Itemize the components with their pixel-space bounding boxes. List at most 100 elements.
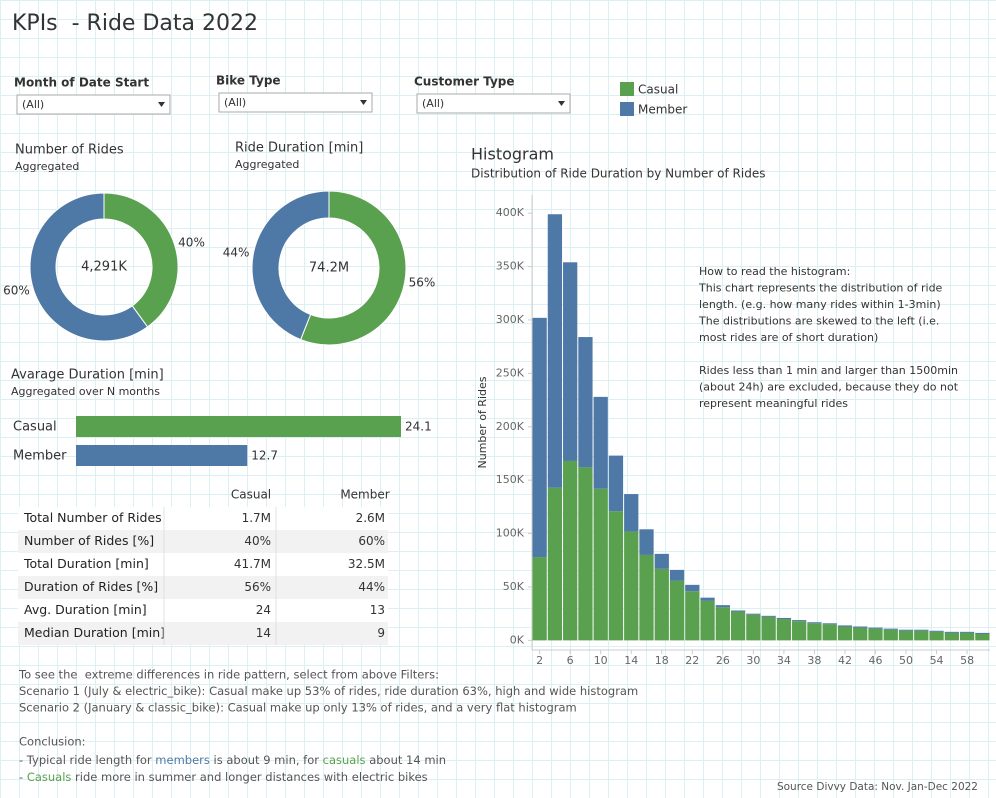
- histogram-bar: [944, 632, 959, 641]
- histogram-bar: [700, 600, 715, 641]
- histogram-bar: [639, 554, 654, 641]
- x-tick-label: 2: [536, 654, 543, 667]
- histogram-bar: [776, 619, 792, 641]
- histogram-bar: [730, 611, 746, 641]
- y-tick-label: 250K: [496, 366, 525, 379]
- histogram-bar: [578, 337, 593, 468]
- histogram-bar: [853, 626, 868, 628]
- histogram-bar: [532, 557, 547, 641]
- histogram-bar: [929, 630, 944, 632]
- conclusion-segment: is about 9 min, for: [210, 753, 323, 767]
- histogram-bar: [944, 631, 959, 633]
- donut-label: 44%: [223, 245, 250, 259]
- table-row-label: Median Duration [min]: [24, 625, 165, 640]
- table-row: [18, 507, 388, 530]
- table-cell: 2.6M: [356, 511, 385, 525]
- bar-value-label: 12.7: [251, 449, 278, 463]
- histogram-bar: [685, 584, 700, 592]
- histogram-bar: [715, 607, 730, 641]
- histogram-bar: [883, 629, 898, 641]
- table-cell: 9: [377, 626, 385, 640]
- histogram-bar: [837, 625, 853, 627]
- histogram-bar: [868, 627, 883, 629]
- x-tick-label: 50: [899, 654, 913, 667]
- x-tick-label: 26: [716, 654, 730, 667]
- histogram-bar: [593, 396, 608, 489]
- conclusion-segment: - Typical ride length for: [19, 753, 155, 767]
- histogram-bar: [975, 633, 990, 641]
- y-tick-label: 300K: [496, 313, 525, 326]
- conclusion-segment: casuals: [323, 753, 366, 767]
- annotation-line: Rides less than 1 min and larger than 15…: [699, 364, 958, 377]
- table-row-label: Avg. Duration [min]: [24, 602, 147, 617]
- histogram-bar: [898, 629, 914, 631]
- dropdown-box[interactable]: [416, 93, 571, 114]
- histogram-bar: [959, 632, 975, 641]
- dropdown-box[interactable]: [16, 94, 171, 115]
- dropdown-value: (All): [422, 97, 444, 110]
- filter-label: Bike Type: [216, 74, 281, 88]
- dashboard-title: KPIs - Ride Data 2022: [12, 11, 258, 36]
- histogram-bar: [792, 620, 807, 622]
- table-row: [18, 599, 388, 622]
- table-cell: 1.7M: [242, 511, 271, 525]
- histogram-bar: [669, 580, 685, 641]
- histogram-bar: [593, 488, 608, 641]
- histogram-bar: [715, 605, 730, 608]
- x-tick-label: 6: [567, 654, 574, 667]
- y-tick-label: 350K: [496, 260, 525, 273]
- histogram-bar: [578, 467, 593, 641]
- histogram-bar: [975, 632, 990, 634]
- donut-segment: [251, 190, 330, 341]
- y-tick-label: 50K: [503, 580, 525, 593]
- x-tick-label: 22: [685, 654, 699, 667]
- conclusion-segment: Casuals: [27, 770, 72, 784]
- table-cell: 14: [256, 626, 271, 640]
- x-tick-label: 54: [930, 654, 944, 667]
- bar-category: Member: [13, 449, 67, 464]
- dropdown[interactable]: (All): [16, 94, 171, 115]
- donut-label: 60%: [3, 284, 30, 298]
- filter-label: Month of Date Start: [14, 76, 149, 90]
- histogram-bar: [776, 617, 792, 620]
- chart-subtitle: Distribution of Ride Duration by Number …: [471, 167, 765, 181]
- histogram-bar: [837, 626, 853, 641]
- annotation-line: length. (e.g. how many rides within 1-3m…: [699, 298, 941, 311]
- x-tick-label: 30: [746, 654, 760, 667]
- dropdown[interactable]: (All): [218, 92, 373, 113]
- donut-segment: [29, 192, 149, 342]
- dropdown-value: (All): [22, 98, 44, 111]
- histogram-bar: [807, 622, 822, 624]
- table-row-label: Total Duration [min]: [23, 556, 149, 571]
- y-tick-label: 100K: [496, 527, 525, 540]
- dropdown[interactable]: (All): [416, 93, 571, 114]
- note-line: Scenario 2 (January & classic_bike): Cas…: [19, 701, 577, 715]
- histogram-bar: [608, 455, 624, 512]
- x-tick-label: 58: [960, 654, 974, 667]
- histogram-bar: [654, 568, 669, 641]
- donut-center-label: 4,291K: [81, 260, 127, 275]
- annotation-line: How to read the histogram:: [699, 265, 850, 278]
- annotation-line: This chart represents the distribution o…: [698, 282, 943, 295]
- table-cell: 56%: [244, 580, 271, 594]
- dropdown-box[interactable]: [218, 92, 373, 113]
- table-header: Member: [340, 488, 389, 502]
- donut-center-label: 74.2M: [309, 261, 349, 276]
- legend-label: Member: [638, 103, 687, 117]
- chart-subtitle: Aggregated: [235, 158, 299, 171]
- legend-swatch: [620, 102, 634, 116]
- y-tick-label: 400K: [496, 206, 525, 219]
- annotation-line: (about 24h) are excluded, because they d…: [699, 381, 959, 394]
- histogram-bar: [624, 531, 639, 641]
- x-tick-label: 34: [777, 654, 791, 667]
- histogram-bar: [654, 553, 669, 569]
- histogram-bar: [547, 214, 563, 488]
- donut-label: 40%: [178, 235, 205, 249]
- table-cell: 60%: [358, 534, 385, 548]
- histogram-bar: [730, 610, 746, 612]
- table-row: [18, 576, 388, 599]
- donut-label: 56%: [409, 276, 436, 290]
- table-cell: 40%: [244, 534, 271, 548]
- x-tick-label: 10: [594, 654, 608, 667]
- annotation-line: represent meaningful rides: [699, 397, 848, 410]
